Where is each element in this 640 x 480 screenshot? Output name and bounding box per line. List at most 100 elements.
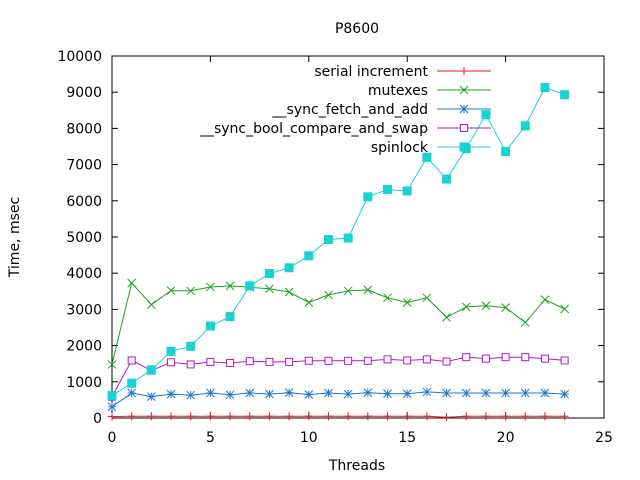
data-point — [225, 390, 235, 400]
data-point — [501, 388, 510, 398]
x-tick-label: 25 — [595, 430, 613, 446]
data-point — [343, 286, 353, 296]
data-point — [265, 357, 274, 366]
data-point — [422, 355, 431, 364]
data-point — [402, 298, 412, 307]
data-point — [186, 286, 196, 296]
x-tick-label: 0 — [108, 430, 117, 446]
data-point — [127, 388, 137, 398]
data-point — [206, 412, 215, 421]
data-point — [501, 147, 511, 157]
data-point — [462, 412, 471, 421]
y-tick-label: 5000 — [66, 230, 102, 246]
series-0 — [108, 412, 569, 422]
data-point — [521, 412, 530, 421]
y-tick-label: 3000 — [66, 302, 102, 318]
x-tick-label: 15 — [398, 430, 416, 446]
data-point — [363, 388, 373, 398]
data-point — [226, 358, 235, 367]
data-point — [304, 251, 314, 261]
data-point — [186, 360, 195, 369]
data-point — [540, 388, 550, 398]
data-point — [107, 391, 117, 401]
series-4 — [107, 82, 570, 401]
data-point — [344, 356, 353, 365]
data-point — [167, 412, 176, 421]
legend-swatch-marker — [459, 85, 469, 95]
data-point — [304, 356, 313, 365]
data-point — [383, 355, 392, 364]
plot-area: 0 5 10 15 20 25 0 1000 2000 3000 4000 5000 6000 7000 8… — [57, 49, 612, 446]
data-point — [225, 312, 235, 322]
data-point — [107, 360, 117, 369]
data-point — [206, 357, 215, 366]
series-line — [111, 391, 565, 408]
data-point — [167, 358, 176, 367]
data-point — [403, 412, 412, 421]
data-point — [520, 318, 530, 327]
series-line — [111, 356, 565, 397]
data-point — [422, 293, 432, 303]
data-point — [501, 353, 510, 362]
data-point — [442, 357, 451, 366]
x-tick-label: 10 — [300, 430, 318, 446]
data-point — [107, 402, 117, 412]
data-point — [324, 290, 333, 300]
data-point — [402, 389, 412, 399]
legend-label: serial increment — [314, 64, 428, 80]
chart-title: P8600 — [335, 21, 379, 37]
legend-label: __sync_bool_compare_and_swap — [199, 121, 428, 137]
data-point — [540, 295, 550, 304]
data-point — [245, 412, 254, 421]
legend: serial increment mutexes __sync_fetch_and_… — [199, 64, 491, 156]
data-point — [265, 284, 274, 294]
x-tick-label: 20 — [497, 430, 515, 446]
data-point — [304, 412, 313, 421]
series-line — [111, 281, 565, 365]
data-point — [481, 301, 491, 311]
data-point — [226, 412, 235, 421]
data-point — [540, 354, 549, 363]
legend-swatch-marker — [460, 124, 468, 132]
data-point — [147, 412, 156, 421]
data-point — [560, 356, 569, 365]
y-tick-label: 10000 — [57, 49, 102, 65]
y-tick-label: 6000 — [66, 194, 102, 210]
data-point — [304, 390, 314, 399]
data-point — [560, 304, 569, 314]
data-point — [265, 412, 274, 421]
y-tick-label: 7000 — [66, 158, 102, 174]
data-point — [560, 412, 569, 421]
data-point — [285, 412, 294, 421]
data-point — [422, 387, 432, 397]
data-point — [304, 298, 314, 307]
data-point — [147, 300, 156, 310]
y-tick-label: 9000 — [66, 85, 102, 101]
data-point — [146, 365, 156, 375]
data-point — [186, 412, 195, 421]
data-point — [422, 152, 432, 162]
data-point — [363, 192, 373, 202]
series-1 — [107, 278, 569, 369]
data-point — [186, 390, 196, 400]
data-point — [540, 82, 550, 92]
data-point — [344, 412, 353, 421]
data-point — [481, 412, 490, 421]
data-point — [206, 388, 215, 398]
data-point — [481, 110, 491, 120]
data-point — [265, 389, 274, 399]
data-point — [206, 282, 215, 292]
data-point — [383, 293, 392, 303]
data-point — [108, 412, 116, 421]
data-point — [422, 412, 431, 421]
data-point — [560, 389, 569, 399]
data-point — [383, 389, 392, 399]
data-point — [245, 281, 255, 291]
data-point — [363, 285, 373, 295]
data-point — [501, 303, 510, 312]
data-point — [383, 185, 393, 195]
data-point — [324, 388, 333, 398]
y-tick-label: 0 — [93, 411, 102, 427]
data-point — [442, 174, 452, 184]
